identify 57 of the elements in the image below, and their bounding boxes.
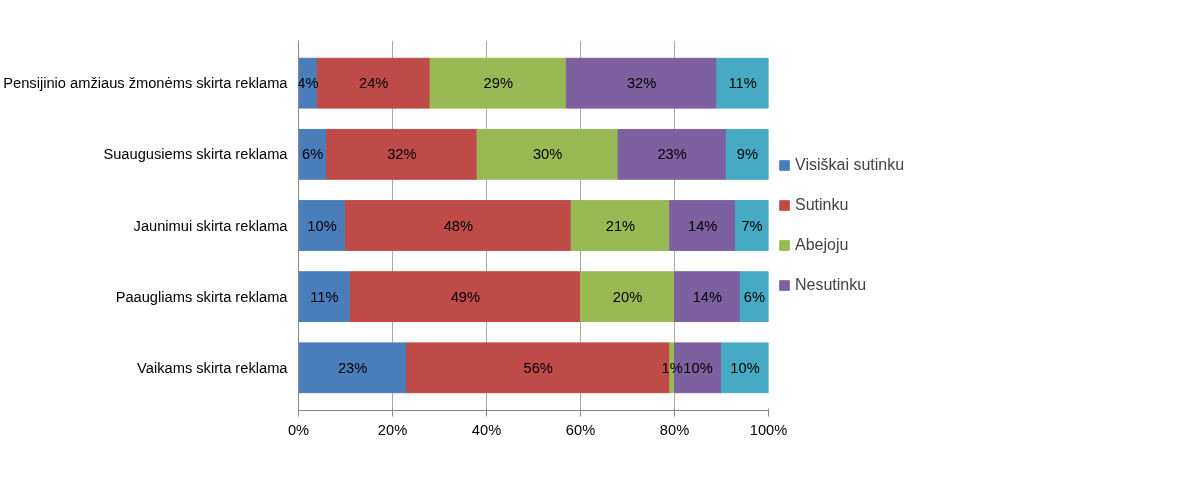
legend-label: Abejoju <box>795 236 849 254</box>
bar <box>298 200 346 251</box>
bar <box>345 200 572 251</box>
x-tick-label: 80% <box>659 421 690 438</box>
bar <box>429 57 567 109</box>
data-label: 32% <box>387 146 417 163</box>
x-tick-label: 60% <box>565 421 596 438</box>
bar <box>617 128 727 180</box>
x-tick-label: 0% <box>287 421 310 438</box>
data-label: 14% <box>688 217 718 234</box>
bar <box>674 271 741 323</box>
data-label: 23% <box>657 146 687 163</box>
bar <box>669 200 737 251</box>
data-label: 9% <box>736 146 758 163</box>
data-label: 10% <box>683 359 713 376</box>
data-label: 23% <box>337 359 368 376</box>
y-tick-label: Vaikams skirta reklama <box>137 359 289 376</box>
data-label: 10% <box>730 359 760 376</box>
data-label: 32% <box>626 75 657 92</box>
data-label: 7% <box>741 217 763 234</box>
bar <box>298 271 351 323</box>
bar <box>716 57 769 109</box>
data-label: 30% <box>532 146 563 163</box>
data-label: 10% <box>307 217 337 234</box>
data-label: 14% <box>692 288 723 305</box>
data-label: 21% <box>605 217 636 234</box>
data-label: 56% <box>523 359 553 376</box>
data-label: 48% <box>443 217 473 234</box>
bar <box>565 57 718 109</box>
bar <box>725 128 769 180</box>
bar <box>570 200 671 251</box>
legend-label: Nesutinku <box>795 276 867 294</box>
legend-label: Sutinku <box>795 196 849 214</box>
y-tick-label: Paaugliams skirta reklama <box>115 288 289 305</box>
x-tick-label: 40% <box>471 421 502 438</box>
data-label: 24% <box>359 75 389 92</box>
bar <box>735 200 769 251</box>
data-label: 49% <box>450 288 481 305</box>
bar <box>721 342 769 394</box>
data-label: 29% <box>483 75 513 92</box>
data-label: 6% <box>743 288 765 305</box>
data-label: 11% <box>728 75 757 92</box>
y-tick-label: Pensijinio amžiaus žmonėms skirta reklama <box>3 75 289 92</box>
bar <box>316 57 431 109</box>
data-label: 20% <box>612 288 643 305</box>
data-label: 6% <box>302 146 324 163</box>
data-label: 11% <box>310 288 339 305</box>
x-tick-label: 100% <box>749 421 788 438</box>
bar <box>476 128 619 180</box>
bar <box>298 342 408 394</box>
bar <box>326 128 478 180</box>
bar <box>580 271 675 323</box>
x-tick-label: 20% <box>377 421 408 438</box>
bar <box>349 271 581 323</box>
y-tick-label: Suaugusiems skirta reklama <box>103 146 289 163</box>
legend-label: Visiškai sutinku <box>795 156 905 174</box>
y-tick-label: Jaunimui skirta reklama <box>133 217 289 234</box>
